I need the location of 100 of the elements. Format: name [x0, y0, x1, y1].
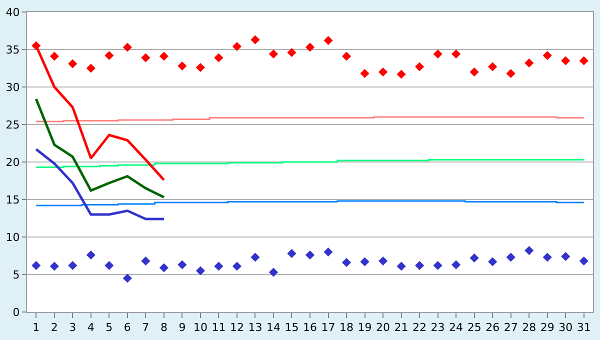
x-tick-label: 29	[540, 321, 554, 334]
point	[268, 268, 278, 277]
point	[104, 50, 114, 60]
point	[470, 253, 479, 263]
point	[415, 62, 424, 72]
x-tick-label: 13	[248, 321, 262, 334]
x-tick-label: 16	[303, 321, 317, 334]
x-tick-label: 11	[212, 321, 226, 334]
point	[141, 256, 150, 266]
x-tick-label: 26	[486, 321, 500, 334]
point	[68, 260, 78, 270]
point	[196, 62, 205, 72]
point	[561, 56, 570, 66]
point	[579, 256, 588, 266]
point	[250, 35, 260, 44]
point	[579, 56, 588, 66]
point	[232, 42, 242, 52]
point	[32, 41, 41, 50]
point	[561, 252, 570, 262]
point	[68, 59, 78, 68]
x-tick-label: 30	[558, 321, 573, 334]
point	[433, 49, 442, 59]
point	[86, 64, 96, 73]
point	[452, 260, 461, 270]
point	[433, 260, 442, 270]
x-tick-label: 25	[467, 321, 482, 334]
point	[178, 260, 187, 270]
y-tick-label: 5	[12, 268, 20, 282]
point	[470, 67, 479, 77]
point	[159, 52, 168, 61]
y-tick-label: 30	[6, 80, 20, 94]
point	[342, 52, 352, 61]
point	[122, 274, 132, 283]
point	[488, 257, 498, 266]
y-tick-label: 40	[6, 6, 20, 19]
x-tick-label: 23	[430, 321, 445, 334]
x-tick-label: 18	[340, 321, 354, 334]
point	[378, 67, 388, 77]
point	[178, 61, 187, 71]
x-tick-label: 17	[321, 321, 336, 334]
point	[50, 52, 59, 61]
point	[415, 260, 424, 270]
point	[524, 58, 534, 68]
y-tick-label: 10	[6, 230, 20, 244]
x-tick-label: 19	[358, 321, 372, 334]
line-series	[34, 148, 166, 220]
x-tick-label: 3	[69, 321, 76, 334]
x-tick-label: 15	[284, 321, 299, 334]
point	[214, 53, 224, 62]
point	[122, 42, 132, 52]
x-tick-label: 10	[193, 321, 208, 334]
point	[196, 266, 205, 276]
x-tick-label: 27	[504, 321, 518, 334]
y-tick-label: 35	[6, 43, 20, 56]
point	[360, 68, 370, 78]
point	[287, 248, 296, 258]
x-tick-label: 24	[449, 321, 464, 334]
x-tick-label: 22	[412, 321, 427, 334]
point	[378, 256, 388, 266]
point	[342, 258, 352, 268]
point	[268, 49, 278, 59]
x-tick-label: 12	[230, 321, 244, 334]
point	[104, 260, 114, 270]
line-series	[34, 98, 166, 198]
y-tick-label: 0	[12, 306, 20, 319]
x-tick-label: 9	[178, 321, 186, 334]
point	[159, 263, 168, 272]
y-tick-label: 25	[6, 118, 20, 132]
point	[542, 50, 552, 60]
x-tick-label: 4	[87, 321, 94, 334]
point	[360, 257, 370, 266]
x-tick-label: 5	[106, 321, 113, 334]
x-tick-label: 7	[142, 321, 150, 334]
x-tick-label: 2	[50, 321, 58, 334]
x-tick-label: 31	[576, 321, 591, 334]
point	[50, 262, 59, 271]
x-tick-label: 28	[522, 321, 536, 334]
point	[305, 250, 315, 260]
point	[396, 70, 406, 79]
point	[250, 252, 260, 262]
y-tick-label: 15	[6, 193, 20, 206]
point	[232, 262, 242, 271]
x-tick-label: 14	[266, 321, 280, 334]
point	[214, 262, 224, 271]
x-tick-label: 20	[376, 321, 390, 334]
y-tick-label: 20	[6, 156, 20, 169]
point	[524, 246, 534, 256]
x-tick-label: 21	[394, 321, 408, 334]
point	[488, 62, 498, 72]
point	[141, 53, 150, 62]
point	[324, 36, 333, 46]
point	[86, 250, 96, 260]
point	[287, 48, 296, 58]
point	[305, 42, 315, 52]
x-tick-label: 8	[160, 321, 168, 334]
point	[32, 260, 41, 270]
point	[452, 49, 461, 59]
point	[396, 262, 406, 271]
x-tick-label: 6	[124, 321, 131, 334]
x-tick-label: 1	[32, 321, 40, 334]
